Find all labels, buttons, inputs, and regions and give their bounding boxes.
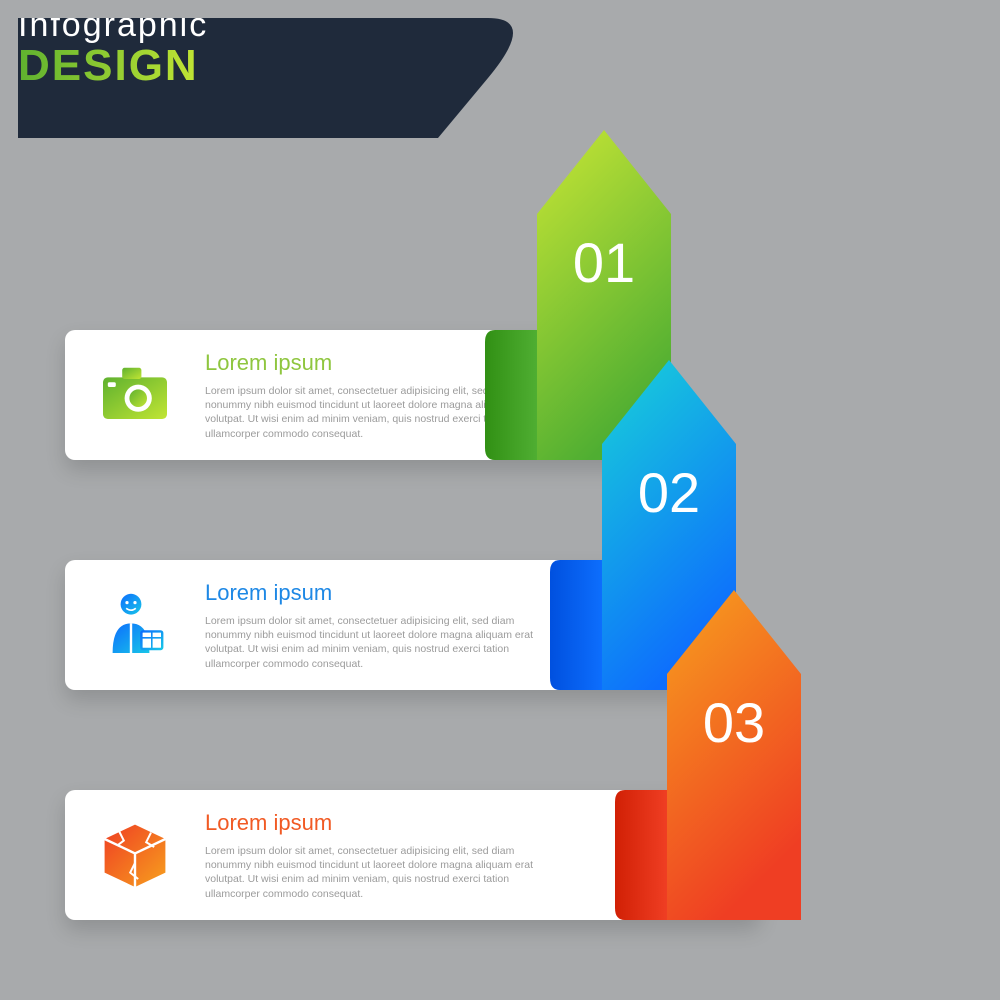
svg-text:02: 02 — [638, 461, 700, 524]
cracked-box-icon — [95, 815, 175, 895]
camera-icon — [95, 355, 175, 435]
svg-text:03: 03 — [703, 691, 765, 754]
header-banner-shape: Infographic DESIGN — [18, 18, 538, 158]
header-title-line2: DESIGN — [18, 41, 199, 90]
card-body: Lorem ipsum dolor sit amet, consectetuer… — [205, 844, 555, 901]
delivery-person-icon — [95, 585, 175, 665]
card-body: Lorem ipsum dolor sit amet, consectetuer… — [205, 614, 555, 671]
header-banner: Infographic DESIGN — [18, 18, 538, 138]
svg-text:01: 01 — [573, 231, 635, 294]
step-arrow-03: 03 — [627, 590, 801, 925]
